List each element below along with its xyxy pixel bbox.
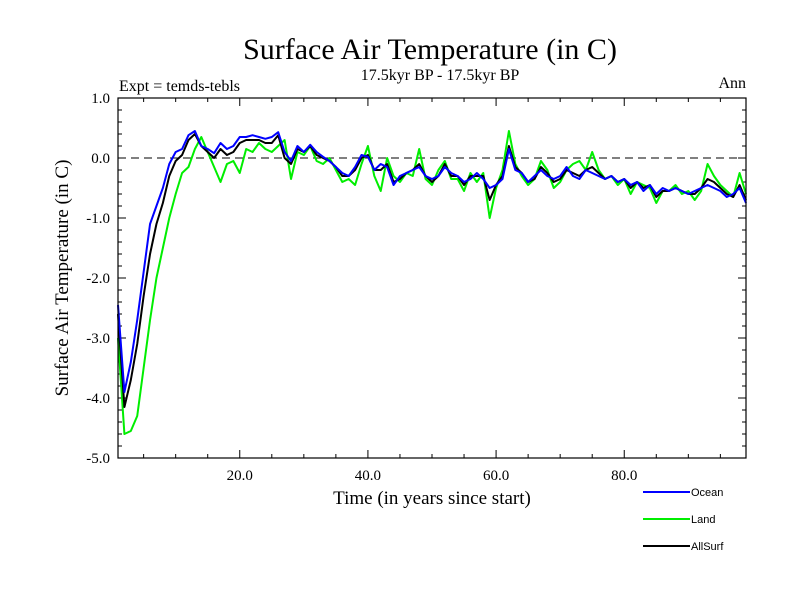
x-axis-label: Time (in years since start) [333,488,531,509]
legend: Ocean Land AllSurf [643,487,724,553]
experiment-label: Expt = temds-tebls [119,78,240,95]
x-tick-label: 60.0 [483,468,509,484]
x-tick-label: 40.0 [355,468,381,484]
x-tick-label: 80.0 [611,468,637,484]
y-tick-label: -2.0 [86,271,110,287]
series-line-land [117,130,747,435]
legend-label-allsurf: AllSurf [691,541,724,553]
chart-subtitle: 17.5kyr BP - 17.5kyr BP [361,67,520,84]
chart-title: Surface Air Temperature (in C) [243,33,617,66]
period-label: Ann [718,75,746,92]
y-tick-label: -3.0 [86,331,110,347]
y-tick-label: 0.0 [91,151,110,167]
y-tick-label: -4.0 [86,391,110,407]
plot-area: -5.0 -4.0 -3.0 -2.0 -1.0 0.0 1.0 20.0 40.0 60.0 80… [86,91,747,484]
x-tick-label: 20.0 [227,468,253,484]
legend-label-land: Land [691,514,715,526]
y-axis-label: Surface Air Temperature (in C) [52,160,73,397]
legend-label-ocean: Ocean [691,487,723,499]
y-tick-label: 1.0 [91,91,110,107]
series-line-allsurf [117,133,747,408]
y-tick-label: -1.0 [86,211,110,227]
y-tick-label: -5.0 [86,451,110,467]
series-line-ocean [117,130,747,393]
plot-frame [117,97,747,459]
